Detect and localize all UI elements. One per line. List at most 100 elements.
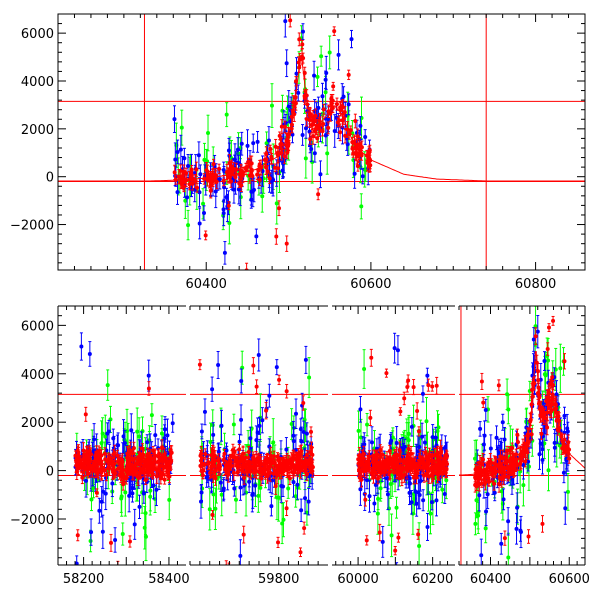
- data-point: [527, 380, 532, 402]
- data-point: [377, 523, 382, 542]
- data-point: [264, 401, 269, 420]
- data-point: [397, 465, 402, 481]
- data-point: [239, 368, 244, 394]
- data-point: [197, 207, 202, 240]
- data-point: [349, 29, 354, 49]
- data-point: [75, 445, 80, 455]
- data-point: [363, 492, 368, 507]
- x-tick-label: 58400: [148, 572, 189, 587]
- data-point: [562, 406, 567, 426]
- data-point: [178, 134, 183, 165]
- data-point: [430, 424, 435, 451]
- data-point: [563, 491, 568, 525]
- data-point: [321, 115, 326, 133]
- data-point: [287, 471, 292, 486]
- data-point: [439, 459, 444, 473]
- data-point: [130, 484, 135, 503]
- data-point: [186, 209, 191, 241]
- y-tick-label: 6000: [21, 27, 54, 42]
- data-point: [536, 256, 540, 264]
- data-point: [387, 444, 392, 458]
- data-point: [497, 475, 502, 493]
- data-point: [309, 116, 314, 134]
- data-point: [542, 351, 547, 371]
- data-point: [389, 513, 394, 558]
- data-point: [254, 228, 259, 245]
- data-point: [394, 459, 399, 473]
- data-point: [282, 148, 287, 164]
- data-point: [506, 532, 511, 565]
- data-point: [231, 413, 236, 436]
- data-point: [371, 470, 376, 484]
- data-point: [439, 445, 444, 458]
- data-point: [309, 457, 314, 473]
- data-point: [284, 383, 289, 399]
- data-point: [306, 456, 311, 466]
- data-point: [378, 444, 383, 456]
- axis-segment: 60000 60200: [332, 305, 455, 587]
- data-point: [358, 465, 363, 480]
- data-point: [417, 522, 422, 565]
- data-point: [507, 461, 512, 474]
- data-point: [502, 426, 507, 453]
- data-point: [331, 81, 336, 91]
- data-point: [372, 494, 377, 513]
- data-point: [237, 457, 242, 466]
- data-point: [429, 465, 434, 484]
- y-tick-label: 2000: [21, 123, 54, 138]
- data-point: [210, 376, 215, 402]
- y-tick-label: −2000: [10, 219, 54, 234]
- data-point: [132, 465, 137, 476]
- model-curve: [459, 350, 585, 476]
- data-point: [162, 474, 167, 485]
- data-point: [289, 408, 294, 440]
- data-point: [268, 451, 273, 468]
- data-point: [411, 379, 416, 396]
- data-point: [479, 538, 484, 565]
- data-point: [96, 461, 101, 480]
- data-point: [483, 398, 488, 422]
- data-point: [233, 171, 238, 184]
- data-point: [383, 454, 388, 466]
- series-blue: [172, 14, 372, 265]
- data-point: [501, 488, 506, 511]
- data-point: [254, 463, 259, 480]
- data-point: [127, 535, 132, 548]
- x-tick-label: 60400: [470, 572, 511, 587]
- data-point: [113, 527, 118, 553]
- data-point: [394, 496, 399, 519]
- data-point: [323, 70, 328, 89]
- data-point: [74, 458, 79, 473]
- y-tick-label: 6000: [21, 319, 54, 334]
- axis-segment: 59800: [189, 305, 328, 587]
- data-point: [279, 119, 284, 135]
- data-point: [267, 172, 272, 185]
- data-point: [535, 314, 540, 349]
- data-point: [346, 93, 351, 116]
- data-point: [483, 474, 488, 491]
- data-point: [296, 461, 301, 478]
- data-point: [210, 444, 215, 457]
- data-point: [425, 512, 430, 541]
- data-point: [319, 45, 324, 67]
- data-point: [300, 462, 305, 473]
- data-point: [562, 353, 567, 370]
- data-point: [249, 190, 254, 209]
- data-point: [444, 457, 449, 471]
- data-point: [207, 488, 212, 531]
- data-point: [255, 131, 260, 153]
- data-point: [380, 525, 385, 558]
- data-point: [176, 169, 181, 185]
- data-point: [426, 452, 431, 462]
- data-point: [529, 427, 534, 441]
- data-point: [263, 460, 268, 479]
- data-point: [479, 479, 484, 488]
- data-point: [224, 560, 228, 565]
- data-point: [230, 443, 235, 457]
- data-point: [291, 449, 296, 461]
- data-point: [245, 460, 250, 477]
- x-tick-label: 59800: [258, 572, 299, 587]
- data-point: [302, 521, 307, 535]
- data-point: [169, 452, 174, 470]
- x-tick-label: 60000: [337, 572, 378, 587]
